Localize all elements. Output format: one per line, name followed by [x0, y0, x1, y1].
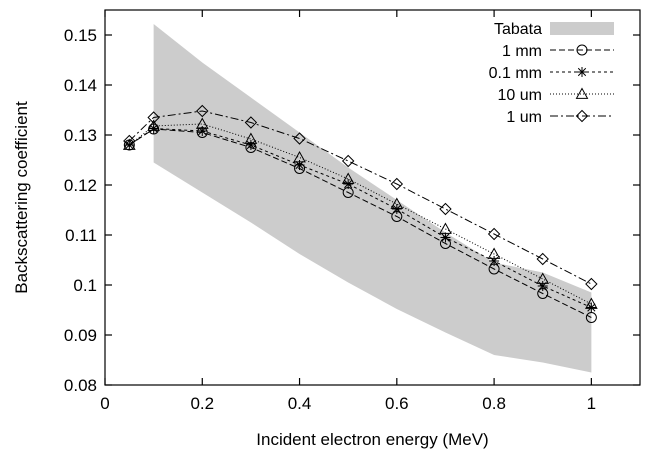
y-tick-label: 0.12 [64, 176, 97, 195]
y-tick-label: 0.09 [64, 326, 97, 345]
legend-label-tabata: Tabata [494, 21, 542, 38]
legend-marker-1-mm [576, 44, 588, 56]
tabata-band [153, 24, 592, 373]
y-tick-label: 0.1 [73, 276, 97, 295]
y-tick-label: 0.13 [64, 126, 97, 145]
data-point-10-um [585, 297, 598, 309]
data-point-1-um [439, 202, 452, 216]
data-point-1-um [147, 111, 160, 124]
series-line-1-um [128, 110, 592, 285]
y-axis-title: Backscattering coefficient [12, 101, 31, 294]
x-tick-label: 1 [587, 394, 596, 413]
x-tick-label: 0.8 [482, 394, 506, 413]
legend-marker-0-1-mm [577, 67, 587, 77]
data-point-10-um [293, 150, 306, 163]
data-point-0-1-mm [294, 160, 305, 170]
series-0-1-mm [124, 123, 597, 313]
data-point-1-um [293, 132, 306, 145]
x-tick-label: 0.2 [190, 394, 214, 413]
tabata-band-layer [153, 24, 592, 373]
data-point-0-1-mm [343, 179, 354, 189]
data-point-10-um [341, 172, 355, 184]
data-point-10-um [195, 117, 209, 129]
y-tick-label: 0.15 [64, 26, 97, 45]
y-tick-label: 0.08 [64, 376, 97, 395]
data-point-1-um [341, 154, 355, 168]
plot-frame [104, 9, 641, 386]
data-point-0-1-mm [537, 281, 548, 291]
data-point-1-um [585, 277, 598, 291]
tick-layer: 0 0.2 0.4 0.6 0.8 1 0.08 0.09 0.1 0.11 0.12 0.13 0.1… [64, 10, 640, 413]
legend-marker-1-um [575, 109, 589, 123]
legend-label-0-1-mm: 0.1 mm [489, 65, 542, 82]
data-point-10-um [244, 132, 258, 144]
series-line-0-1-mm [129, 127, 592, 308]
x-tick-label: 0 [100, 394, 109, 413]
data-point-1-um [536, 252, 549, 266]
data-point-0-1-mm [586, 302, 597, 313]
data-point-10-um [147, 119, 160, 131]
data-point-0-1-mm [245, 140, 256, 150]
legend-swatch-tabata [550, 22, 614, 35]
data-point-10-um [439, 222, 452, 234]
x-axis-title: Incident electron energy (MeV) [256, 430, 488, 449]
series-1-um [123, 104, 598, 291]
data-point-1-um [244, 116, 258, 129]
data-point-10-um [487, 247, 501, 259]
data-point-0-1-mm [148, 123, 159, 134]
data-point-0-1-mm [391, 204, 402, 214]
series-layer [122, 104, 598, 323]
data-point-1-um [487, 227, 501, 241]
x-tick-label: 0.4 [288, 394, 312, 413]
y-tick-label: 0.14 [64, 76, 97, 95]
y-tick-label: 0.11 [65, 226, 97, 245]
data-point-10-um [390, 197, 404, 209]
data-point-10-um [536, 272, 550, 284]
data-point-0-1-mm [440, 232, 451, 243]
data-point-0-1-mm [489, 256, 500, 266]
data-point-0-1-mm [124, 140, 135, 150]
legend-marker-10-um [575, 87, 589, 99]
legend-label-10-um: 10 um [498, 87, 542, 104]
legend-label-1-mm: 1 mm [502, 43, 542, 60]
series-line-10-um [129, 123, 592, 305]
data-point-1-um [390, 177, 404, 191]
data-point-1-um [196, 104, 209, 118]
series-line-1-mm [129, 128, 592, 318]
data-point-0-1-mm [197, 126, 208, 136]
x-tick-label: 0.6 [385, 394, 409, 413]
legend-label-1-um: 1 um [506, 109, 542, 126]
data-point-1-um [123, 134, 136, 148]
legend: Tabata 1 mm 0.1 mm 10 um 1 um [489, 21, 614, 126]
